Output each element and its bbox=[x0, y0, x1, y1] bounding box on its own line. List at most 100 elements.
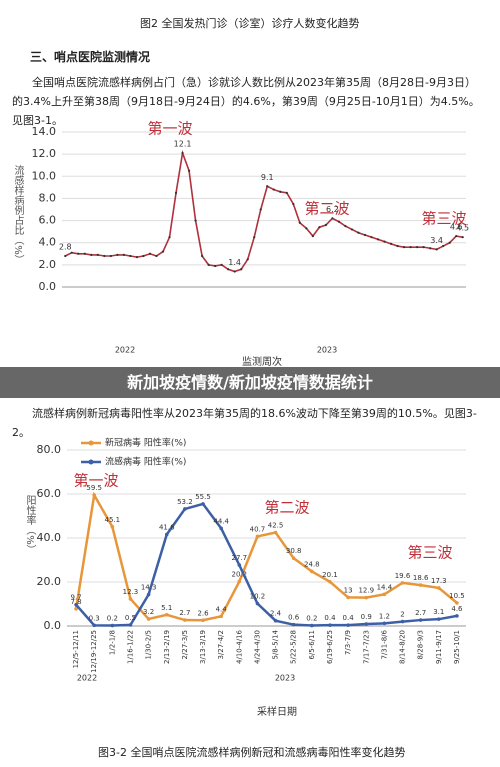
point bbox=[200, 254, 204, 258]
y-tick-label: 40.0 bbox=[37, 531, 62, 544]
value-label: 4.4 bbox=[216, 605, 228, 613]
point bbox=[324, 223, 328, 227]
x-axis-label: 监测周次 bbox=[242, 355, 282, 368]
value-label: 0.9 bbox=[361, 613, 372, 621]
y-tick-label: 80.0 bbox=[37, 443, 62, 456]
point bbox=[77, 252, 80, 255]
point bbox=[311, 234, 314, 238]
value-label: 40.7 bbox=[250, 525, 266, 533]
value-label: 0.2 bbox=[107, 615, 118, 623]
point bbox=[310, 569, 314, 574]
x-tick-label: 12/5-12/11 bbox=[72, 630, 80, 668]
point bbox=[219, 614, 223, 619]
y-tick-label: 2.0 bbox=[39, 258, 57, 271]
x-group-label: 2022 bbox=[115, 346, 135, 355]
annotation: 第一波 bbox=[73, 472, 118, 490]
y-tick-label: 14.0 bbox=[32, 125, 57, 138]
x-tick-label: 7/3-7/9 bbox=[344, 630, 352, 655]
point bbox=[128, 597, 133, 601]
value-label: 27.7 bbox=[231, 554, 247, 562]
point bbox=[64, 254, 67, 258]
value-label: 0.4 bbox=[343, 614, 355, 622]
value-label: 14.3 bbox=[141, 584, 157, 592]
value-label: 1.4 bbox=[228, 258, 241, 267]
point bbox=[183, 618, 187, 622]
point bbox=[273, 530, 278, 535]
x-tick-label: 3/13-3/19 bbox=[199, 630, 207, 664]
value-label: 17.3 bbox=[431, 577, 447, 585]
value-label: 2.6 bbox=[197, 609, 209, 617]
point bbox=[194, 219, 197, 222]
point bbox=[155, 254, 158, 258]
point bbox=[110, 524, 115, 529]
point bbox=[135, 256, 139, 259]
x-tick-label: 1/16-1/22 bbox=[126, 630, 134, 664]
point bbox=[103, 254, 106, 258]
point bbox=[364, 622, 369, 626]
x-tick-label: 9/25-10/1 bbox=[453, 630, 461, 664]
point bbox=[146, 592, 151, 597]
y-axis-label: 流感样病例占比（%） bbox=[12, 164, 24, 265]
point bbox=[273, 618, 278, 623]
value-label: 44.4 bbox=[213, 517, 229, 525]
point bbox=[253, 236, 256, 239]
value-label: 0.6 bbox=[288, 614, 300, 622]
point bbox=[382, 621, 387, 626]
point bbox=[455, 614, 459, 618]
x-tick-label: 5/22-5/28 bbox=[290, 630, 298, 664]
point bbox=[389, 242, 393, 245]
point bbox=[148, 252, 152, 255]
point bbox=[285, 191, 288, 194]
value-label: 0.5 bbox=[125, 614, 136, 622]
value-label: 2.7 bbox=[179, 609, 190, 617]
point bbox=[328, 623, 332, 627]
value-label: 9.7 bbox=[70, 594, 81, 602]
point bbox=[74, 607, 78, 611]
caption: 图2 全国发热门诊（诊室）诊疗人数变化趋势 bbox=[140, 17, 360, 30]
point bbox=[364, 595, 369, 600]
point bbox=[70, 251, 73, 254]
value-label: 24.8 bbox=[304, 560, 320, 568]
y-tick-label: 10.0 bbox=[32, 169, 57, 182]
point bbox=[110, 623, 115, 628]
point bbox=[201, 618, 205, 623]
value-label: 12.9 bbox=[358, 587, 374, 595]
value-label: 3.4 bbox=[430, 236, 443, 245]
point bbox=[328, 579, 332, 584]
value-label: 53.2 bbox=[177, 498, 193, 506]
value-label: 1.2 bbox=[379, 612, 390, 620]
point bbox=[168, 236, 171, 239]
point bbox=[246, 258, 249, 261]
point bbox=[122, 253, 126, 256]
point bbox=[383, 240, 386, 243]
value-label: 20.2 bbox=[231, 571, 247, 579]
x-group-label: 2022 bbox=[77, 674, 97, 683]
point bbox=[142, 254, 145, 258]
point bbox=[279, 190, 282, 193]
x-tick-label: 1/30-2/5 bbox=[145, 630, 153, 660]
y-tick-label: 6.0 bbox=[39, 214, 57, 227]
value-label: 41.6 bbox=[159, 523, 175, 531]
y-tick-label: 4.0 bbox=[39, 236, 57, 249]
y-tick-label: 0.0 bbox=[44, 619, 62, 632]
value-label: 3.1 bbox=[433, 608, 444, 616]
point bbox=[109, 254, 112, 258]
point bbox=[90, 253, 93, 256]
point bbox=[291, 622, 296, 627]
point bbox=[255, 534, 260, 539]
value-label: 12.1 bbox=[174, 140, 192, 149]
point bbox=[418, 583, 423, 587]
value-label: 18.6 bbox=[413, 574, 429, 582]
x-tick-label: 7/31-8/6 bbox=[380, 629, 388, 659]
y-tick-label: 60.0 bbox=[37, 487, 62, 500]
point bbox=[146, 617, 151, 621]
point bbox=[227, 268, 230, 271]
point bbox=[382, 592, 387, 597]
point bbox=[429, 247, 432, 250]
value-label: 6.2 bbox=[326, 205, 339, 214]
point bbox=[331, 217, 334, 220]
x-tick-label: 6/19-6/25 bbox=[326, 630, 334, 664]
point bbox=[416, 246, 419, 249]
x-tick-label: 12/19-12/25 bbox=[90, 630, 98, 673]
point bbox=[83, 252, 86, 255]
